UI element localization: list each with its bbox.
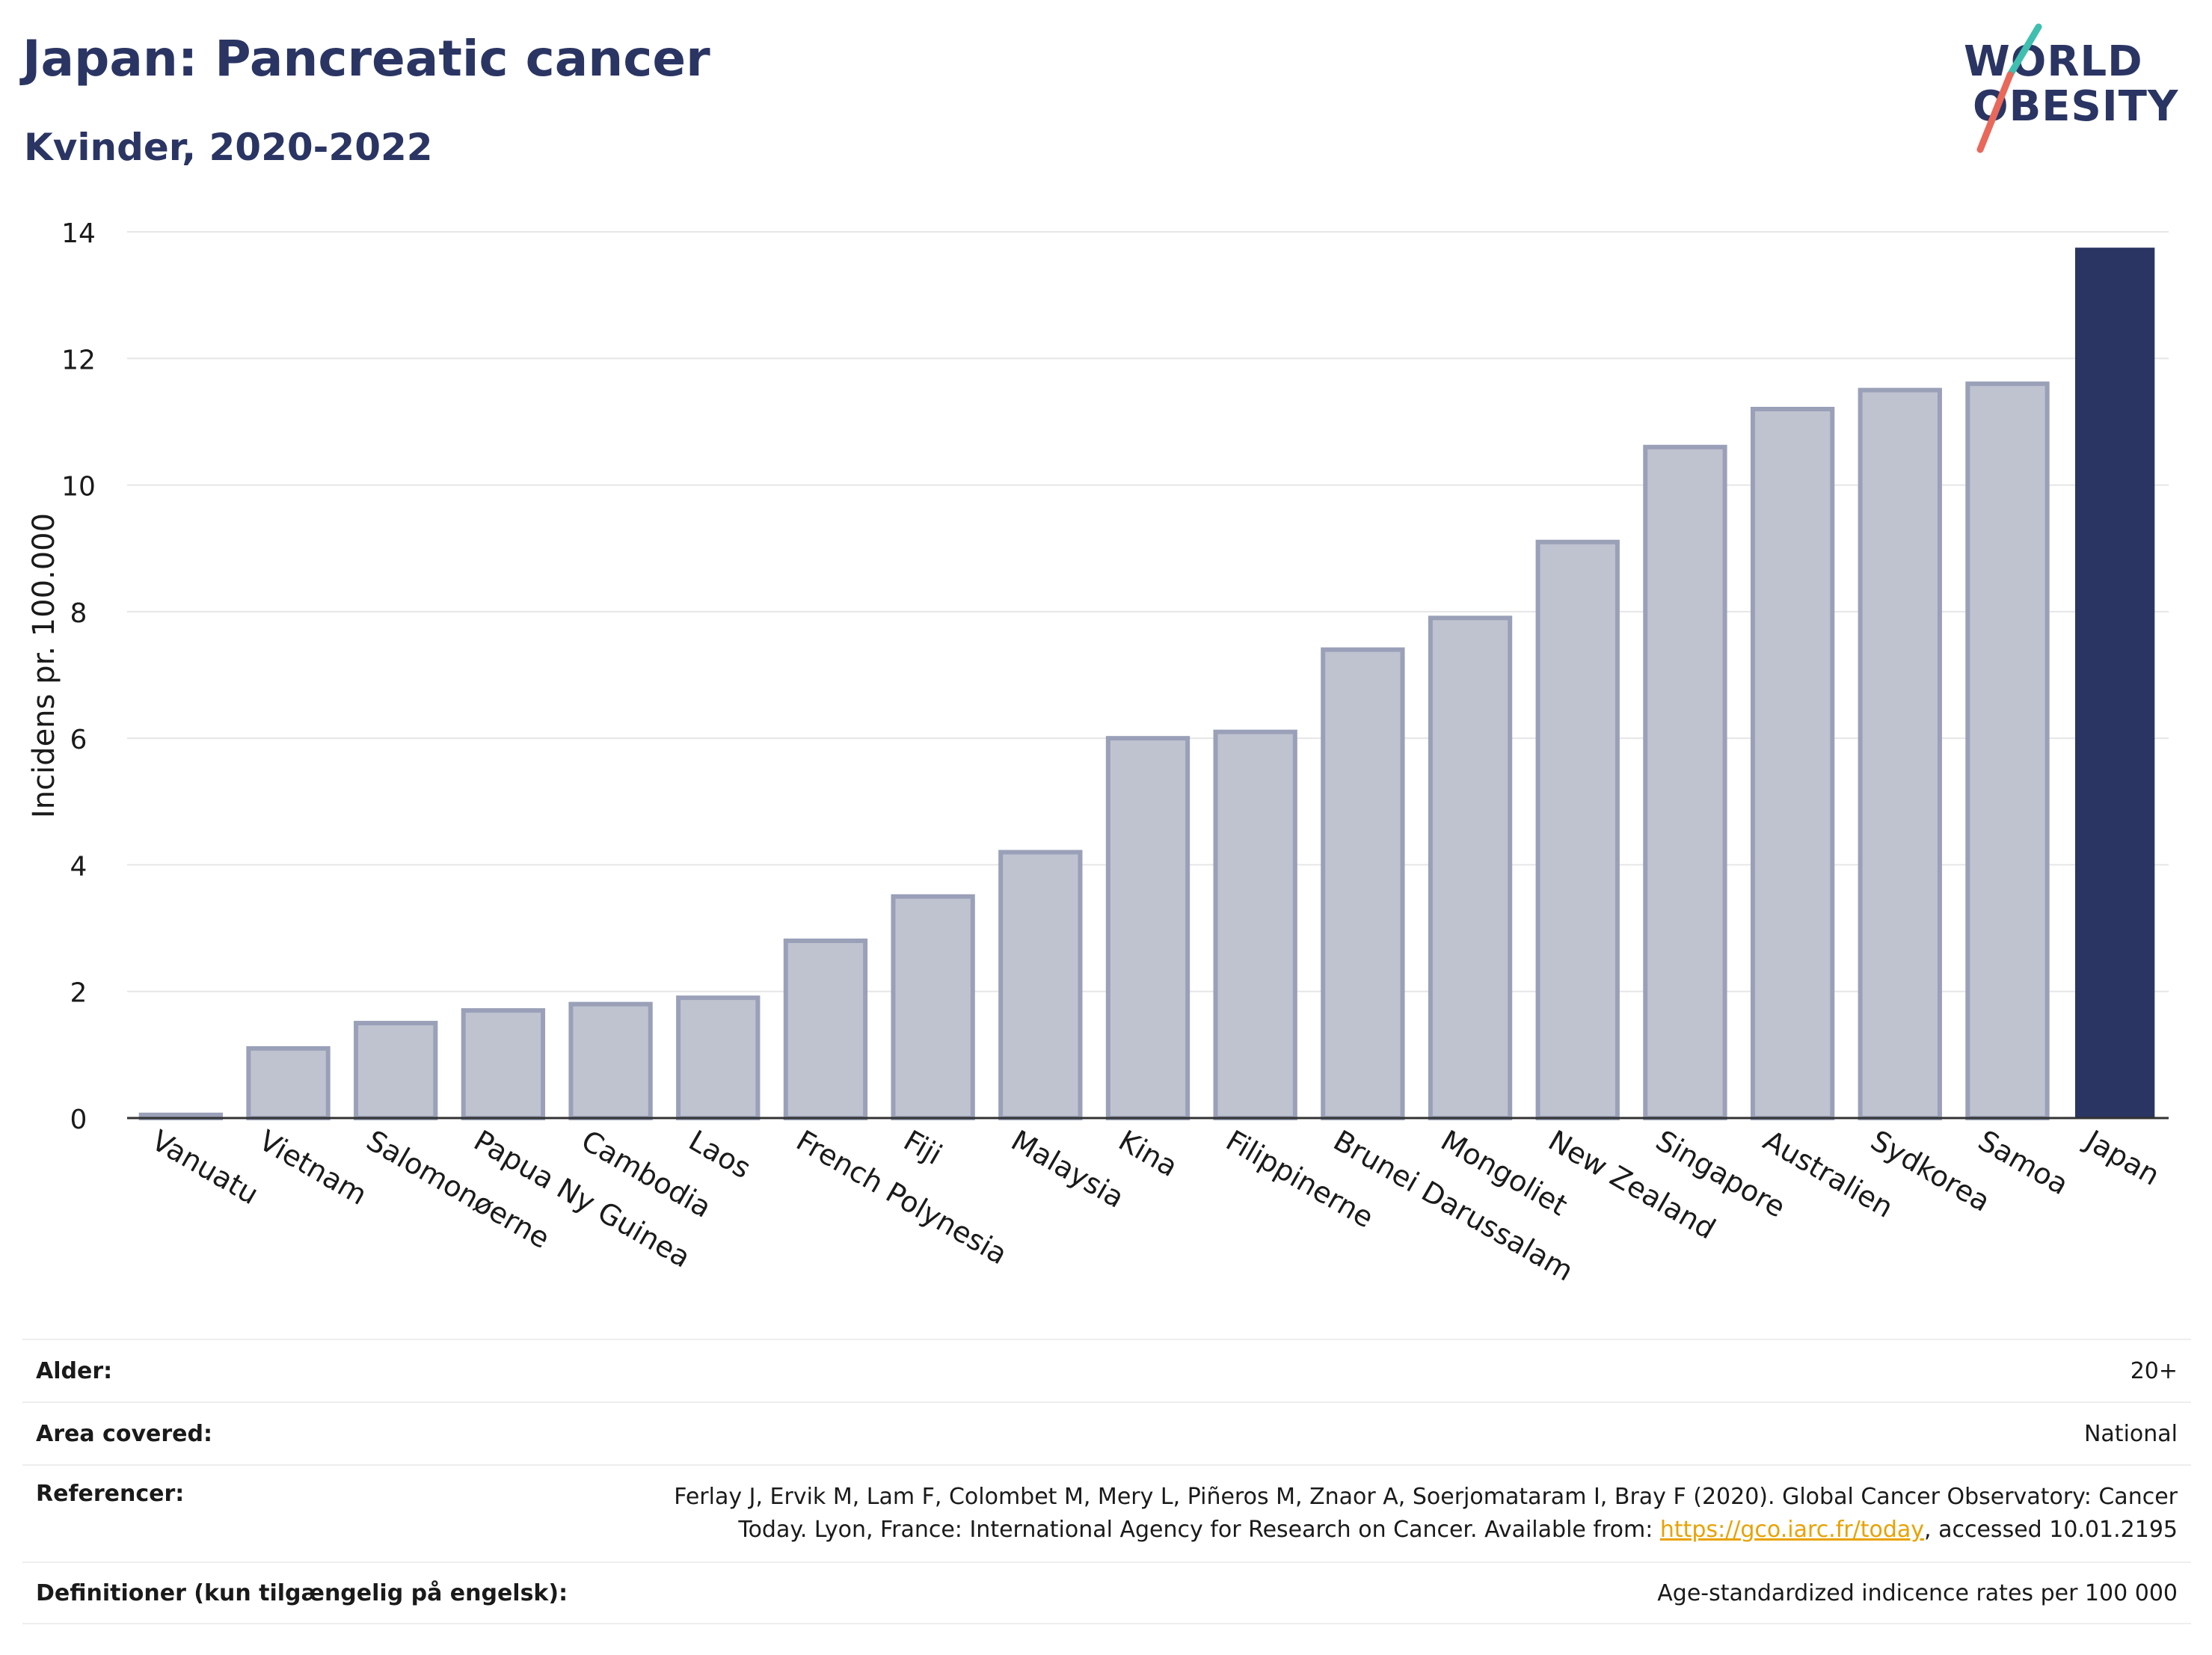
y-tick-label: 12 [61, 345, 96, 375]
page-title: Japan: Pancreatic cancer [22, 30, 710, 87]
bar [354, 1021, 438, 1121]
x-tick-label: Vanuatu [146, 1124, 264, 1211]
meta-row-references: Referencer: Ferlay J, Ervik M, Lam F, Co… [22, 1464, 2191, 1562]
area-label: Area covered: [36, 1420, 212, 1447]
x-tick-label: Fiji [898, 1124, 947, 1171]
area-value: National [2083, 1420, 2178, 1447]
x-tick-label: Laos [683, 1124, 757, 1185]
y-tick-label: 14 [61, 218, 96, 249]
bar [2074, 248, 2155, 1119]
reference-accessed: , accessed 10.01.2195 [1924, 1517, 2178, 1543]
reference-text: Today. Lyon, France: International Agenc… [738, 1517, 1660, 1543]
bar [676, 995, 761, 1121]
bar [568, 1001, 653, 1120]
y-tick-label: 2 [70, 978, 87, 1009]
bar [1965, 381, 2050, 1120]
bar [1750, 407, 1835, 1120]
x-tick-label: Vietnam [254, 1124, 372, 1212]
page-subtitle: Kvinder, 2020-2022 [24, 126, 433, 169]
age-label: Alder: [36, 1357, 113, 1384]
bar [1105, 736, 1191, 1121]
bar-chart: 02468101214VanuatuVietnamSalomonøernePap… [27, 218, 2169, 1288]
metadata-table: Alder: 20+ Area covered: National Refere… [22, 1339, 2191, 1624]
bar [1428, 615, 1513, 1120]
y-axis-label: Incidens pr. 100.000 [27, 513, 61, 818]
y-tick-label: 6 [70, 725, 87, 755]
reference-line-2: Today. Lyon, France: International Agenc… [674, 1514, 2178, 1547]
bars [138, 248, 2155, 1121]
y-tick-label: 0 [70, 1105, 87, 1135]
bar [998, 850, 1083, 1120]
x-tick-label: Japan [2079, 1123, 2166, 1192]
y-tick-label: 8 [70, 598, 87, 629]
bar [891, 894, 975, 1120]
y-tick-label: 4 [70, 851, 87, 882]
references-value: Ferlay J, Ervik M, Lam F, Colombet M, Me… [674, 1481, 2178, 1547]
bar [1321, 647, 1405, 1120]
references-label: Referencer: [36, 1481, 185, 1507]
meta-row-area: Area covered: National [22, 1401, 2191, 1464]
logo-slash-icon [1976, 23, 2042, 153]
x-tick-label: Salomonøerne [361, 1124, 556, 1255]
world-obesity-logo: WORLD OBESITY [1950, 22, 2197, 157]
bar [1858, 387, 1942, 1121]
meta-row-age: Alder: 20+ [22, 1339, 2191, 1401]
definitions-label: Definitioner (kun tilgængelig på engelsk… [36, 1579, 568, 1606]
bar [1213, 729, 1297, 1120]
bar [1535, 539, 1620, 1120]
x-tick-label: Kina [1113, 1124, 1184, 1184]
bar [1643, 444, 1727, 1120]
definitions-value: Age-standardized indicence rates per 100… [1657, 1579, 2178, 1606]
bar [783, 939, 868, 1120]
meta-row-definitions: Definitioner (kun tilgængelig på engelsk… [22, 1562, 2191, 1624]
x-tick-label: Malaysia [1006, 1124, 1130, 1215]
bar [246, 1045, 331, 1120]
logo-line-1: WORLD [1964, 37, 2143, 86]
reference-line-1: Ferlay J, Ervik M, Lam F, Colombet M, Me… [674, 1484, 2178, 1510]
bar [461, 1008, 546, 1121]
age-value: 20+ [2130, 1357, 2178, 1384]
reference-link[interactable]: https://gco.iarc.fr/today [1659, 1517, 1925, 1543]
y-tick-label: 10 [61, 472, 96, 503]
